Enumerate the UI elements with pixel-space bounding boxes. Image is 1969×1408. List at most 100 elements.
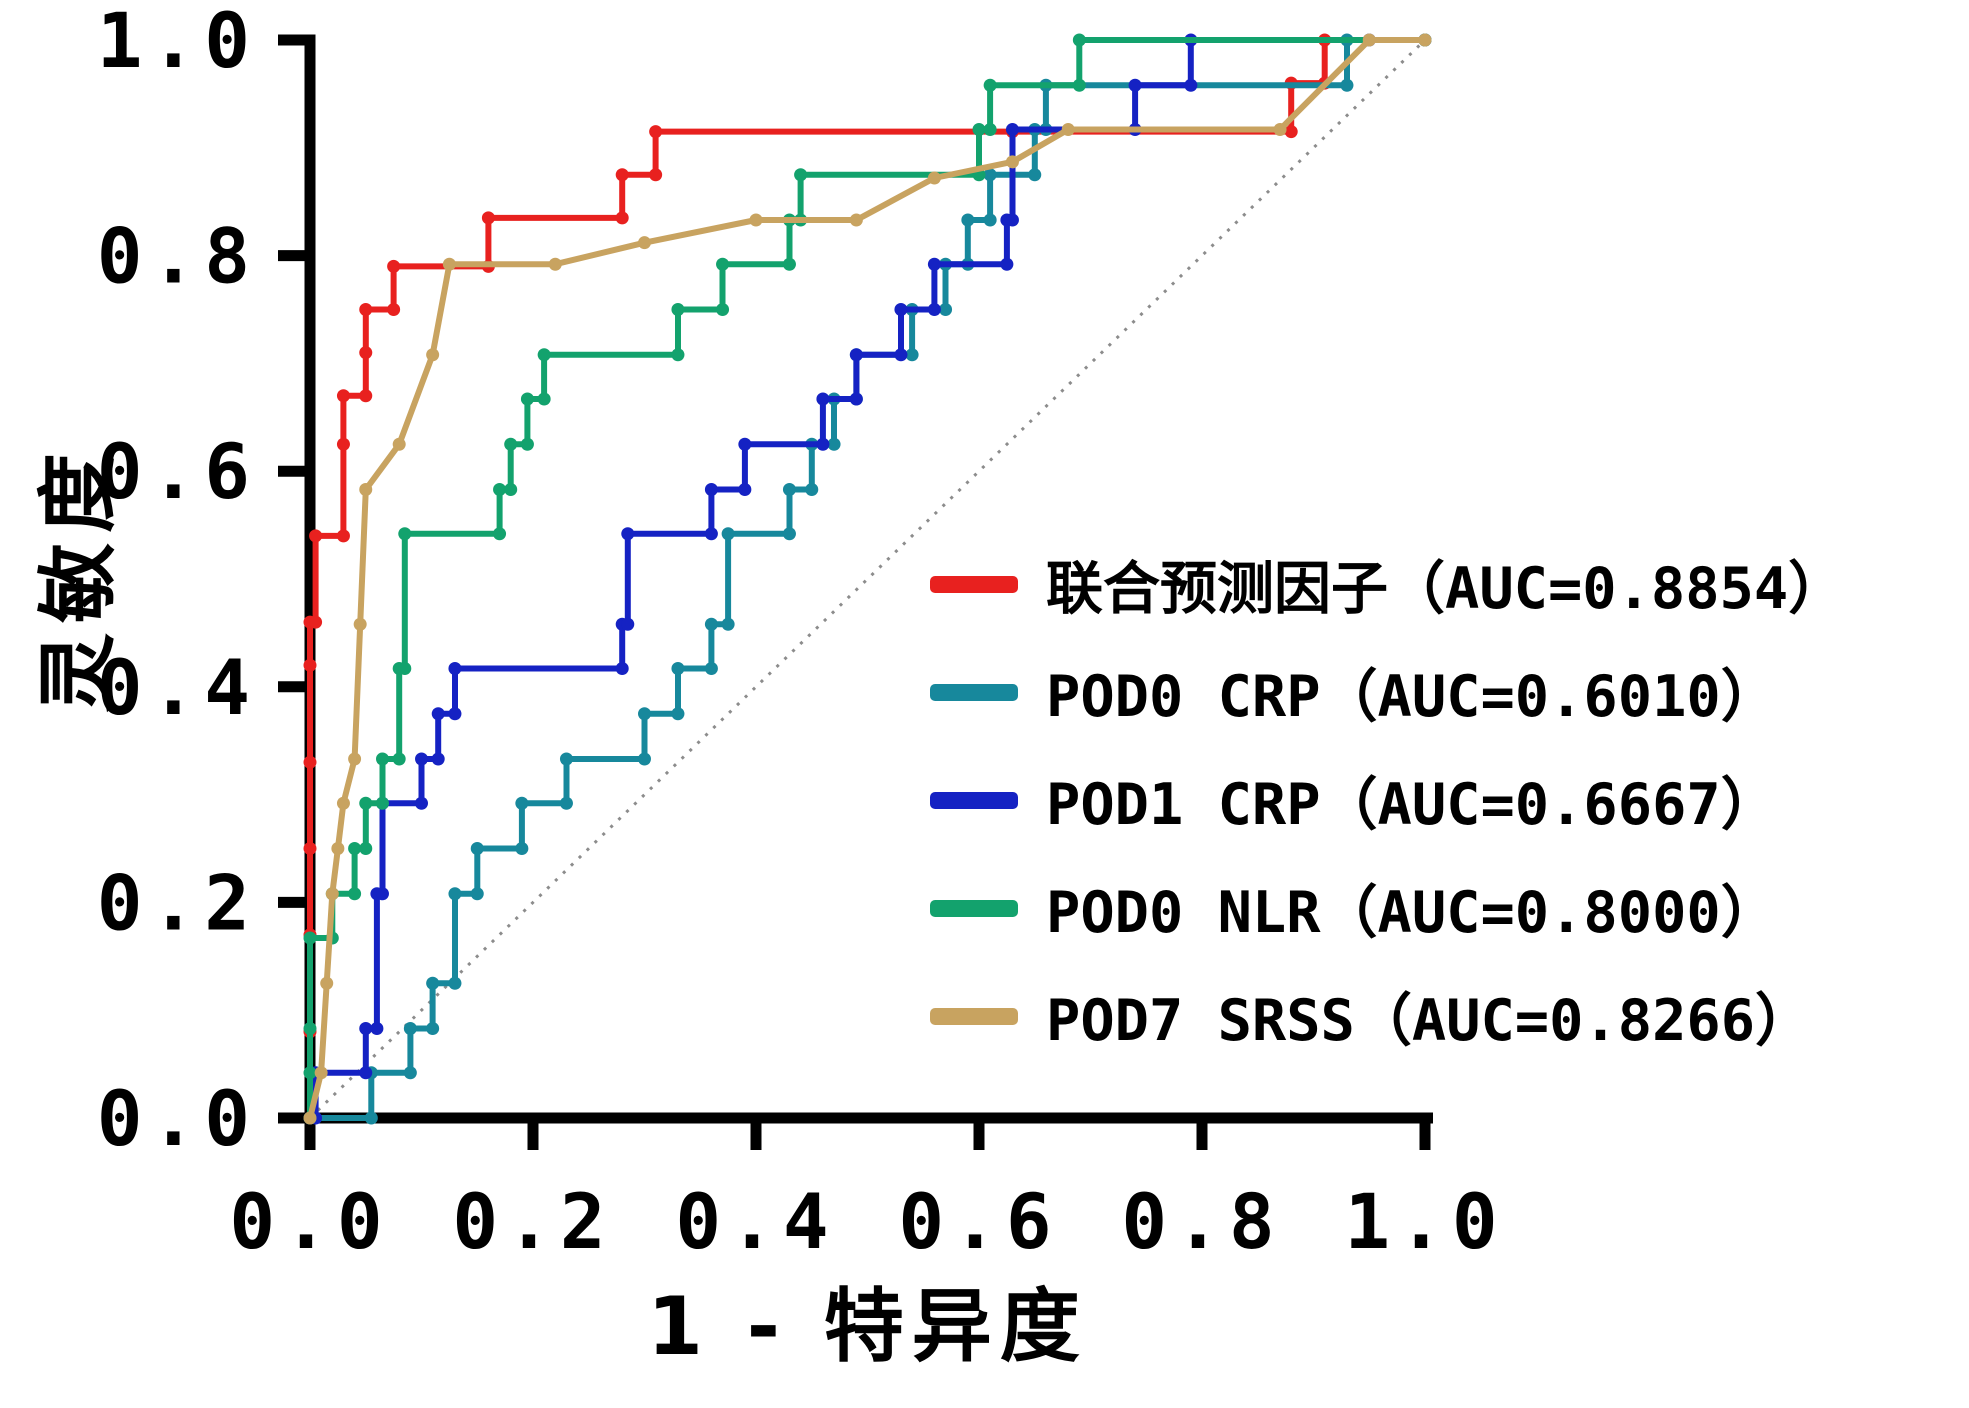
roc-curve-marker — [504, 483, 518, 497]
roc-curve-marker — [359, 1022, 373, 1036]
roc-curve-marker — [782, 483, 796, 497]
roc-curve-marker — [520, 437, 534, 451]
roc-curve-marker — [387, 303, 401, 316]
roc-curve-marker — [794, 168, 808, 182]
roc-curve-1 — [307, 37, 1428, 1121]
roc-curve-marker — [1128, 78, 1142, 92]
roc-curve-marker — [983, 168, 997, 182]
x-tick-label: 0.8 — [1121, 1177, 1282, 1266]
roc-curve-marker — [1000, 257, 1014, 271]
y-tick-label: 0.0 — [97, 1074, 258, 1163]
roc-curve-marker — [816, 392, 830, 406]
roc-curve-marker — [448, 707, 462, 721]
x-tick-label: 0.2 — [452, 1177, 613, 1266]
roc-curve-marker — [638, 236, 651, 250]
roc-curve-marker — [470, 842, 484, 855]
roc-curve-marker — [309, 529, 323, 543]
roc-curve-marker — [520, 392, 534, 406]
roc-curve-marker — [905, 348, 919, 362]
legend-item-2: POD1 CRP（AUC=0.6667） — [930, 768, 1845, 838]
roc-curve-marker — [621, 527, 635, 541]
roc-curve-marker — [1362, 33, 1376, 47]
roc-curve-marker — [336, 389, 350, 403]
roc-curve-marker — [849, 213, 863, 227]
roc-curve-marker — [649, 168, 663, 182]
roc-curve-marker — [671, 661, 685, 675]
roc-curve-marker — [353, 617, 367, 631]
y-axis-label: 灵敏度 — [32, 443, 125, 713]
legend-label: POD0 CRP（AUC=0.6010） — [1046, 664, 1778, 730]
x-axis-label: 1 - 特异度 — [647, 1280, 1088, 1373]
roc-curve-marker — [375, 752, 389, 766]
roc-curve-marker — [448, 661, 462, 675]
roc-curve-marker — [387, 259, 401, 273]
roc-curve-marker — [716, 257, 730, 271]
roc-curve-marker — [894, 303, 908, 316]
roc-curve-marker — [359, 842, 373, 855]
y-tick-label: 1.0 — [97, 0, 258, 85]
roc-curve-marker — [559, 796, 573, 810]
roc-curve-marker — [1028, 168, 1042, 182]
roc-curve-marker — [704, 527, 718, 541]
roc-curve-marker — [359, 483, 373, 497]
roc-curve-marker — [615, 168, 629, 182]
roc-curve-marker — [927, 171, 941, 185]
roc-curve-marker — [504, 437, 518, 451]
roc-curve-marker — [638, 707, 651, 721]
roc-curve-marker — [359, 796, 373, 810]
roc-curve-marker — [403, 1022, 417, 1036]
roc-curve-marker — [415, 796, 428, 810]
y-tick-label: 0.4 — [97, 643, 258, 732]
roc-curve-marker — [336, 437, 350, 451]
roc-curve-marker — [1184, 78, 1198, 92]
roc-curve-marker — [1284, 125, 1298, 139]
roc-curve-marker — [983, 78, 997, 92]
roc-curve-marker — [671, 303, 685, 316]
roc-curve-marker — [738, 483, 752, 497]
chart-legend: 联合预测因子（AUC=0.8854） POD0 CRP（AUC=0.6010） PO… — [930, 552, 1845, 1092]
roc-curve-marker — [348, 842, 362, 855]
roc-curve-marker — [370, 1022, 384, 1036]
roc-curve-marker — [426, 348, 440, 362]
roc-curve-marker — [1005, 122, 1019, 136]
roc-curve-marker — [303, 658, 317, 672]
roc-curve-marker — [331, 842, 345, 855]
roc-curve-marker — [392, 752, 406, 766]
legend-item-1: POD0 CRP（AUC=0.6010） — [930, 660, 1845, 730]
y-tick-label: 0.8 — [97, 212, 258, 301]
roc-curve-marker — [320, 976, 334, 990]
roc-curve-marker — [1005, 155, 1019, 169]
legend-item-0: 联合预测因子（AUC=0.8854） — [930, 552, 1845, 622]
roc-curve-marker — [716, 303, 730, 316]
roc-curve-marker — [548, 257, 562, 271]
roc-curve-marker — [448, 976, 462, 990]
roc-curve-marker — [398, 661, 412, 675]
legend-item-3: POD0 NLR（AUC=0.8000） — [930, 876, 1845, 946]
roc-curve-marker — [972, 122, 986, 136]
roc-curve-marker — [1072, 78, 1086, 92]
roc-curve-marker — [1005, 213, 1019, 227]
roc-curve-marker — [1340, 78, 1354, 92]
roc-curve-marker — [671, 348, 685, 362]
roc-curve-marker — [314, 1066, 328, 1080]
roc-curve-marker — [336, 529, 350, 543]
roc-curve-marker — [1273, 122, 1287, 136]
roc-curve-marker — [515, 796, 529, 810]
legend-swatch — [930, 683, 1018, 701]
roc-curve-marker — [359, 303, 373, 316]
legend-swatch — [930, 575, 1018, 593]
roc-curve-marker — [403, 1066, 417, 1080]
roc-curve-marker — [671, 707, 685, 721]
roc-curve-marker — [303, 931, 317, 945]
roc-curve-marker — [649, 125, 663, 139]
roc-curve-marker — [983, 122, 997, 136]
roc-curve-marker — [336, 796, 350, 810]
roc-curve-marker — [375, 796, 389, 810]
x-tick-label: 0.0 — [229, 1177, 390, 1266]
roc-curve-marker — [1418, 33, 1432, 47]
legend-swatch — [930, 899, 1018, 917]
roc-curve-marker — [303, 1022, 317, 1036]
roc-curve-marker — [415, 752, 428, 766]
roc-curve-marker — [827, 437, 841, 451]
